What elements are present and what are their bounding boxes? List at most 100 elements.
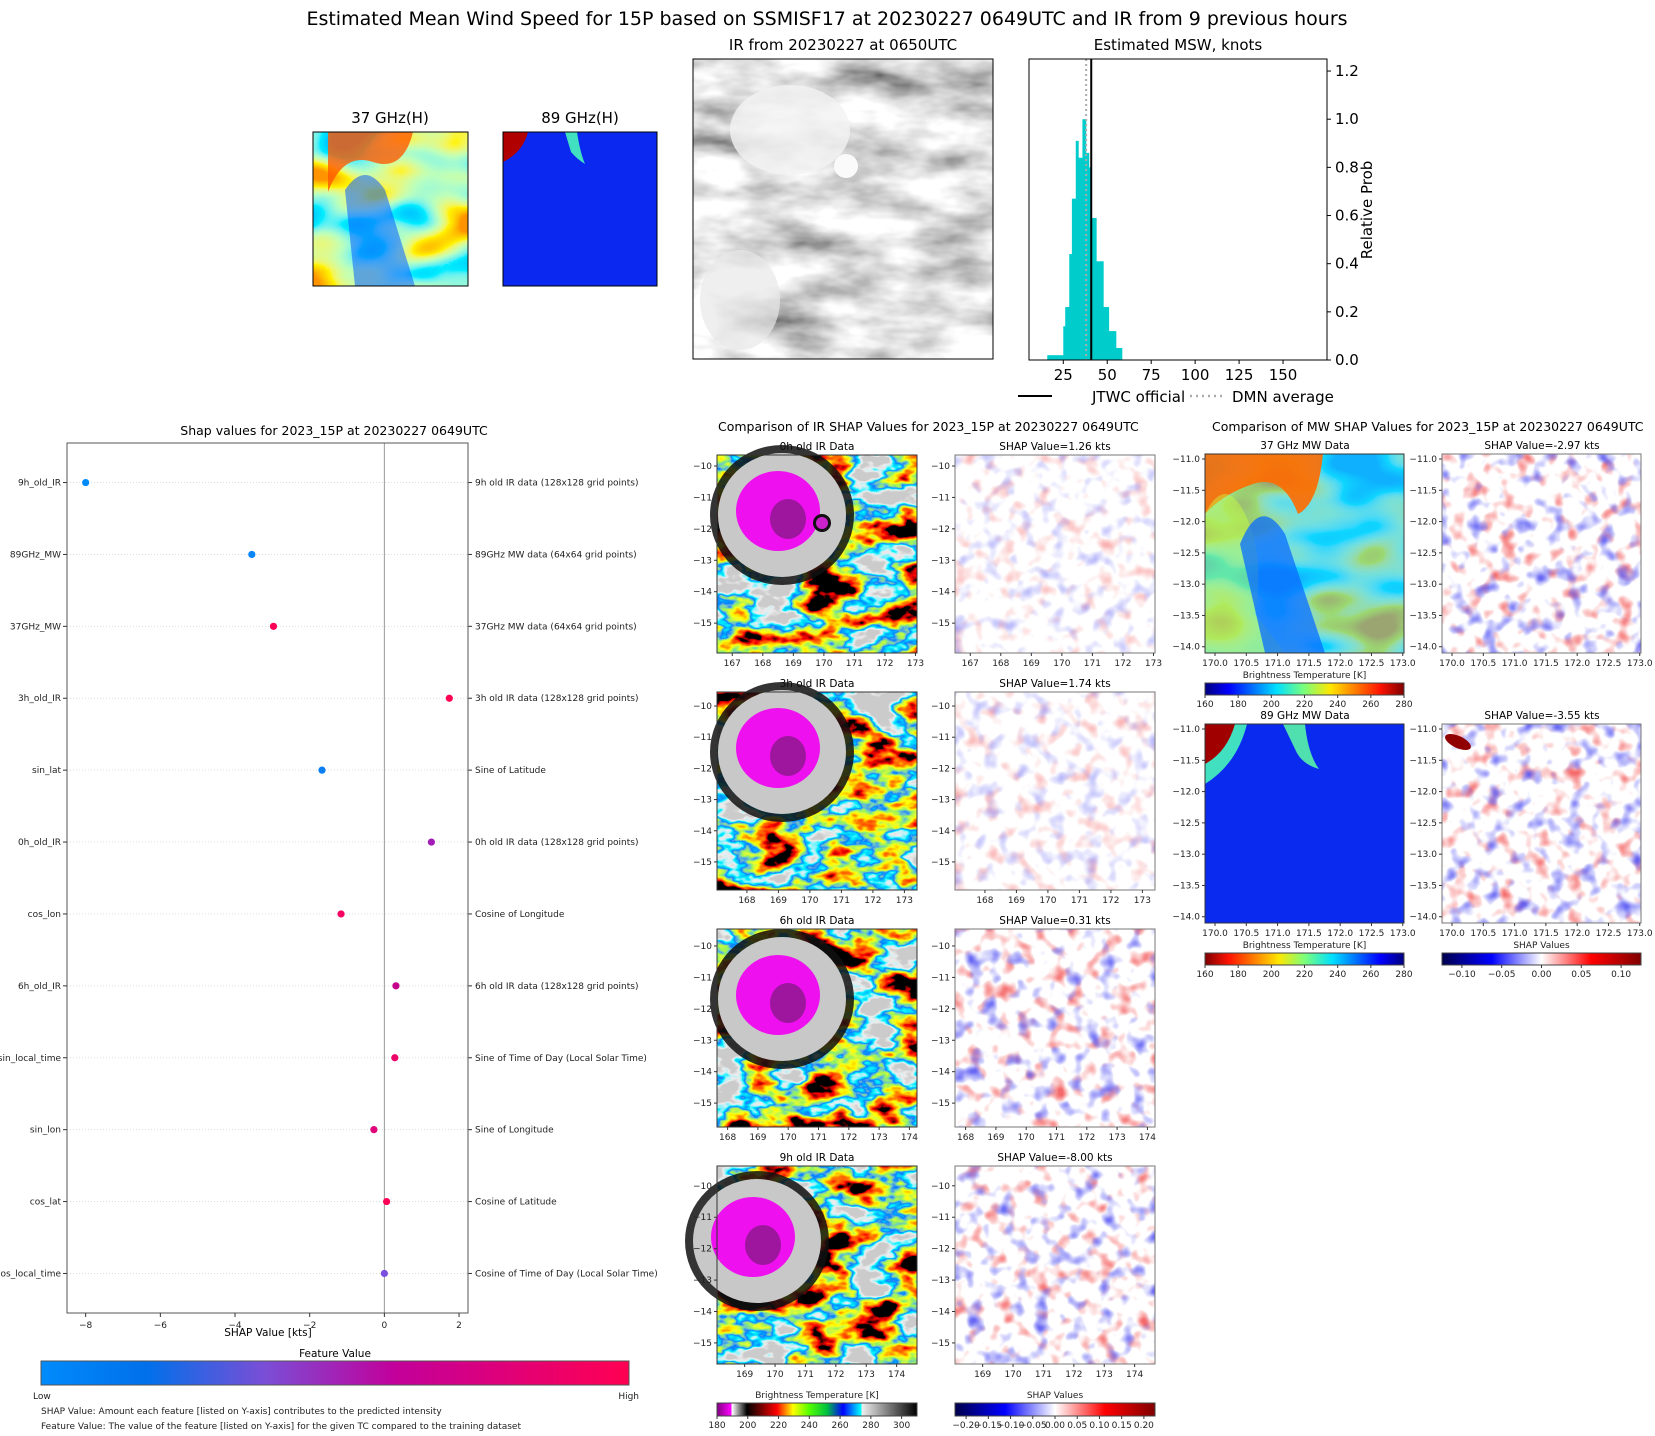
x-tick-label: 169 <box>974 1370 991 1380</box>
x-tick-label: 174 <box>1139 1133 1156 1143</box>
x-tick-label: 172.5 <box>1359 929 1385 939</box>
y-tick-label: −13 <box>693 796 712 806</box>
x-tick-label: 170.5 <box>1233 929 1259 939</box>
x-tick-label: 173 <box>1134 896 1151 906</box>
colorbar-tick-label: −0.05 <box>1488 970 1516 980</box>
histogram-bar <box>1078 157 1083 360</box>
x-tick-label: 173 <box>1096 1370 1113 1380</box>
y-tick-label: −14 <box>693 827 712 837</box>
feature-name: 9h_old_IR <box>18 479 61 489</box>
shap-point <box>337 910 345 918</box>
x-tick-label: 170 <box>780 1133 797 1143</box>
mw-shap-colorbar <box>1441 952 1642 966</box>
ir-data-image <box>685 1166 917 1364</box>
x-tick-label: 75 <box>1142 366 1161 384</box>
x-tick-label: 168 <box>719 1133 736 1143</box>
feature-name: sin_lon <box>30 1126 61 1136</box>
feature-name: 3h_old_IR <box>18 694 61 704</box>
y-tick-label: −12.5 <box>1409 549 1437 559</box>
y-tick-label: −11.5 <box>1409 756 1437 766</box>
y-tick-label: −12.5 <box>1172 819 1200 829</box>
y-tick-label: −11 <box>931 493 950 503</box>
shap-point <box>318 766 326 774</box>
x-tick-label: 172.0 <box>1327 659 1353 669</box>
x-tick-label: 170.0 <box>1202 659 1228 669</box>
ir-shap-map <box>955 692 1155 890</box>
y-tick-label: −12.5 <box>1409 819 1437 829</box>
x-tick-label: 170.5 <box>1233 659 1259 669</box>
y-tick-label: −14 <box>931 1068 950 1078</box>
feature-description: 6h old IR data (128x128 grid points) <box>475 982 638 992</box>
x-tick-label: 170.0 <box>1439 659 1465 669</box>
y-tick-label: −13 <box>693 556 712 566</box>
y-tick-label: −11.0 <box>1172 455 1200 465</box>
x-tick-label: 168 <box>738 896 755 906</box>
x-tick-label: 171 <box>846 659 863 669</box>
y-tick-label: −12.0 <box>1172 788 1200 798</box>
shap-axes <box>66 442 469 1314</box>
x-tick-label: 172.0 <box>1564 929 1590 939</box>
x-tick-label: 171 <box>1035 1370 1052 1380</box>
y-tick-label: −12.5 <box>1172 549 1200 559</box>
x-tick-label: 171 <box>1071 896 1088 906</box>
x-tick-label: 0 <box>381 1321 387 1331</box>
mw-shap-map <box>1442 454 1641 653</box>
colorbar-tick-label: 0.20 <box>1134 1421 1154 1431</box>
feature-colorbar-low: Low <box>33 1392 51 1402</box>
colorbar-tick-label: −0.05 <box>1019 1421 1047 1431</box>
mw-shap-frame <box>1441 453 1642 654</box>
colorbar-tick-label: 300 <box>893 1421 910 1431</box>
colorbar-label: Brightness Temperature [K] <box>1243 671 1367 681</box>
x-tick-label: 173 <box>1109 1133 1126 1143</box>
histogram-title: Estimated MSW, knots <box>1094 36 1263 54</box>
x-tick-label: 171.0 <box>1502 659 1528 669</box>
y-tick-label: −11 <box>931 1213 950 1223</box>
colorbar-tick-label: 220 <box>1296 700 1313 710</box>
note-feature-value: Feature Value: The value of the feature … <box>41 1422 521 1432</box>
y-tick-label: −15 <box>693 619 712 629</box>
x-tick-label: 174 <box>1126 1370 1143 1380</box>
y-tick-label: −13.5 <box>1172 611 1200 621</box>
colorbar-tick-label: 0.10 <box>1611 970 1631 980</box>
histogram-bar <box>1082 119 1087 360</box>
ir-data-frame <box>716 691 918 891</box>
x-tick-label: 172 <box>876 659 893 669</box>
shap-point <box>445 694 453 702</box>
x-tick-label: 169 <box>1008 896 1025 906</box>
colorbar-tick-label: 160 <box>1196 970 1213 980</box>
y-tick-label: −13 <box>693 1276 712 1286</box>
histogram-ylabel: Relative Prob <box>1358 161 1376 260</box>
histogram-bar <box>1116 347 1123 360</box>
y-tick-label: −14.0 <box>1409 913 1437 923</box>
x-tick-label: 173 <box>1145 659 1162 669</box>
feature-name: sin_local_time <box>0 1054 61 1064</box>
shap-point <box>391 1054 399 1062</box>
x-tick-label: 170.5 <box>1470 929 1496 939</box>
y-tick-label: 1.0 <box>1335 110 1359 128</box>
ir-shap-title: SHAP Value=-8.00 kts <box>997 1152 1112 1164</box>
y-tick-label: −11.0 <box>1409 455 1437 465</box>
colorbar-tick-label: 280 <box>1395 700 1412 710</box>
y-tick-label: −14 <box>931 588 950 598</box>
mw-data-title: 37 GHz MW Data <box>1260 440 1349 452</box>
y-tick-label: −13.0 <box>1172 850 1200 860</box>
histogram-bar <box>1065 307 1070 360</box>
y-tick-label: −13 <box>931 796 950 806</box>
x-tick-label: 172 <box>1078 1133 1095 1143</box>
x-tick-label: 171.5 <box>1533 659 1559 669</box>
y-tick-label: −12 <box>931 1245 950 1255</box>
x-tick-label: 169 <box>749 1133 766 1143</box>
colorbar-tick-label: 240 <box>1329 700 1346 710</box>
feature-description: Cosine of Longitude <box>475 910 565 920</box>
x-tick-label: 171.5 <box>1533 929 1559 939</box>
y-tick-label: −11 <box>931 973 950 983</box>
y-tick-label: −14.0 <box>1172 913 1200 923</box>
ir-shap-colorbar <box>954 1402 1156 1417</box>
x-tick-label: 167 <box>724 659 741 669</box>
feature-name: 6h_old_IR <box>18 982 61 992</box>
mw-data-title: 89 GHz MW Data <box>1260 710 1349 722</box>
y-tick-label: −12.0 <box>1409 788 1437 798</box>
thumb-89ghz-title: 89 GHz(H) <box>541 109 619 127</box>
colorbar-tick-label: −0.15 <box>975 1421 1003 1431</box>
x-tick-label: 171 <box>833 896 850 906</box>
